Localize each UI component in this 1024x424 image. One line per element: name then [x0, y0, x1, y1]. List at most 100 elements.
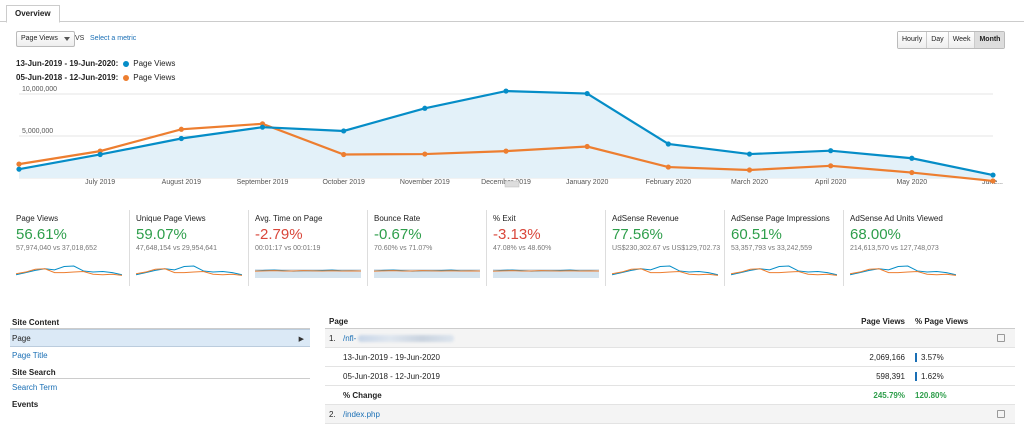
- tile-bounce-rate[interactable]: Bounce Rate -0.67% 70.60% vs 71.07%: [367, 210, 486, 286]
- row-change-label: % Change: [343, 390, 382, 400]
- site-content-heading: Site Content: [10, 315, 310, 329]
- sparkline-line: [612, 265, 718, 276]
- tile-name: AdSense Page Impressions: [731, 214, 830, 223]
- tab-overview[interactable]: Overview: [6, 5, 60, 23]
- table-row: 13-Jun-2019 - 19-Jun-2020 2,069,166 3.57…: [325, 348, 1015, 367]
- header-pct-page-views[interactable]: % Page Views: [915, 317, 969, 326]
- sparkline-line: [16, 265, 122, 276]
- row-pct: 3.57%: [905, 352, 995, 362]
- week-button[interactable]: Week: [947, 32, 975, 48]
- tab-bar: Overview: [0, 0, 1024, 23]
- tile-adsense-revenue[interactable]: AdSense Revenue 77.56% US$230,302.67 vs …: [605, 210, 724, 286]
- table-header: Page Page Views % Page Views: [325, 315, 1015, 329]
- data-point: [584, 90, 590, 97]
- dimension-page[interactable]: Page ▶: [10, 329, 310, 347]
- tile-unique-page-views[interactable]: Unique Page Views 59.07% 47,648,154 vs 2…: [129, 210, 248, 286]
- data-point: [909, 155, 915, 161]
- table-row: 2. /index.php: [325, 405, 1015, 424]
- resize-handle: [504, 180, 520, 188]
- dimension-page-title[interactable]: Page Title: [12, 351, 48, 360]
- data-point: [341, 128, 347, 134]
- row-page-link[interactable]: /nfl-: [343, 333, 357, 343]
- legend-previous-range: 05-Jun-2018 - 12-Jun-2019:: [16, 73, 119, 82]
- row-page-link[interactable]: /index.php: [343, 409, 380, 419]
- sparkline-line: [731, 268, 837, 276]
- x-tick-label: February 2020: [646, 179, 692, 186]
- tile-name: Page Views: [16, 214, 59, 223]
- open-external-icon[interactable]: [997, 410, 1005, 418]
- page-views-chart: 10,000,000 5,000,000 July 2019 August 2019 S…: [16, 86, 1003, 188]
- legend-current-range: 13-Jun-2019 - 19-Jun-2020:: [16, 59, 119, 68]
- row-index: 2.: [329, 409, 336, 419]
- select-metric-link[interactable]: Select a metric: [90, 35, 137, 42]
- tile-page-views[interactable]: Page Views 56.61% 57,974,040 vs 37,018,6…: [10, 210, 129, 286]
- x-tick-label: July 2019: [85, 179, 115, 186]
- data-point: [990, 172, 996, 178]
- row-change-views: 245.79%: [873, 390, 905, 400]
- tile-adsense-ad-units-viewed[interactable]: AdSense Ad Units Viewed 68.00% 214,613,5…: [843, 210, 962, 286]
- table-row: 1. /nfl-: [325, 329, 1015, 348]
- sparkline: [731, 265, 837, 276]
- tile-avg-time-on-page[interactable]: Avg. Time on Page -2.79% 00:01:17 vs 00:…: [248, 210, 367, 286]
- sparkline: [493, 269, 599, 278]
- x-tick-label: May 2020: [896, 179, 927, 186]
- chevron-down-icon: [63, 37, 70, 41]
- tile-value: 59.07%: [136, 226, 187, 243]
- sparkline: [16, 265, 122, 276]
- legend-current-dot: [123, 60, 130, 67]
- data-point: [16, 161, 22, 167]
- open-external-icon[interactable]: [997, 334, 1005, 342]
- x-tick-label: September 2019: [237, 179, 289, 186]
- tile-sub: 70.60% vs 71.07%: [374, 245, 433, 252]
- tile-value: -2.79%: [255, 226, 303, 243]
- tile-sub: 47.08% vs 48.60%: [493, 245, 552, 252]
- tile-adsense-page-impressions[interactable]: AdSense Page Impressions 60.51% 53,357,7…: [724, 210, 843, 286]
- vs-label: VS: [75, 35, 85, 42]
- y-tick-label: 5,000,000: [22, 128, 53, 135]
- tile-value: -3.13%: [493, 226, 541, 243]
- month-button[interactable]: Month: [974, 32, 1005, 48]
- tile-name: AdSense Revenue: [612, 214, 679, 223]
- sparkline-line: [850, 268, 956, 276]
- pct-bar: [915, 352, 917, 362]
- row-range: 13-Jun-2019 - 19-Jun-2020: [343, 352, 440, 362]
- site-search-heading: Site Search: [10, 365, 310, 379]
- data-point: [422, 105, 428, 111]
- data-point: [341, 151, 347, 158]
- header-page-views[interactable]: Page Views: [861, 317, 905, 326]
- dimension-search-term[interactable]: Search Term: [12, 383, 58, 392]
- data-point: [828, 163, 834, 169]
- sparkline-line: [136, 268, 242, 276]
- sparkline-line: [16, 268, 122, 276]
- data-point: [178, 135, 184, 142]
- hourly-button[interactable]: Hourly: [898, 32, 927, 48]
- legend-previous-dot: [123, 74, 130, 81]
- y-tick-label: 10,000,000: [22, 86, 57, 93]
- tile-value: 56.61%: [16, 226, 67, 243]
- redacted-text: [358, 334, 455, 342]
- data-point: [665, 164, 671, 170]
- tile-name: % Exit: [493, 214, 516, 223]
- tile-sub: 00:01:17 vs 00:01:19: [255, 245, 321, 252]
- data-point: [503, 88, 509, 94]
- data-point: [259, 124, 266, 130]
- sparkline: [136, 265, 242, 276]
- tile-sub: 53,357,793 vs 33,242,559: [731, 245, 812, 252]
- tile-name: Bounce Rate: [374, 214, 421, 223]
- data-point: [828, 148, 834, 154]
- row-views: 2,069,166: [869, 352, 905, 362]
- data-point: [584, 143, 590, 150]
- sparkline-fill: [255, 269, 361, 278]
- sparkline-fill: [374, 269, 480, 278]
- header-page[interactable]: Page: [329, 317, 349, 326]
- sparkline-fill: [493, 269, 599, 278]
- x-tick-label: January 2020: [566, 179, 609, 186]
- table-row: 05-Jun-2018 - 12-Jun-2019 598,391 1.62%: [325, 367, 1015, 386]
- data-point: [16, 166, 22, 172]
- day-button[interactable]: Day: [926, 32, 948, 48]
- metric-select[interactable]: Page Views: [16, 31, 75, 47]
- tile-exit[interactable]: % Exit -3.13% 47.08% vs 48.60%: [486, 210, 605, 286]
- sparkline: [850, 265, 956, 276]
- dimension-page-label: Page: [12, 334, 31, 343]
- tile-sub: US$230,302.67 vs US$129,702.73: [612, 245, 721, 252]
